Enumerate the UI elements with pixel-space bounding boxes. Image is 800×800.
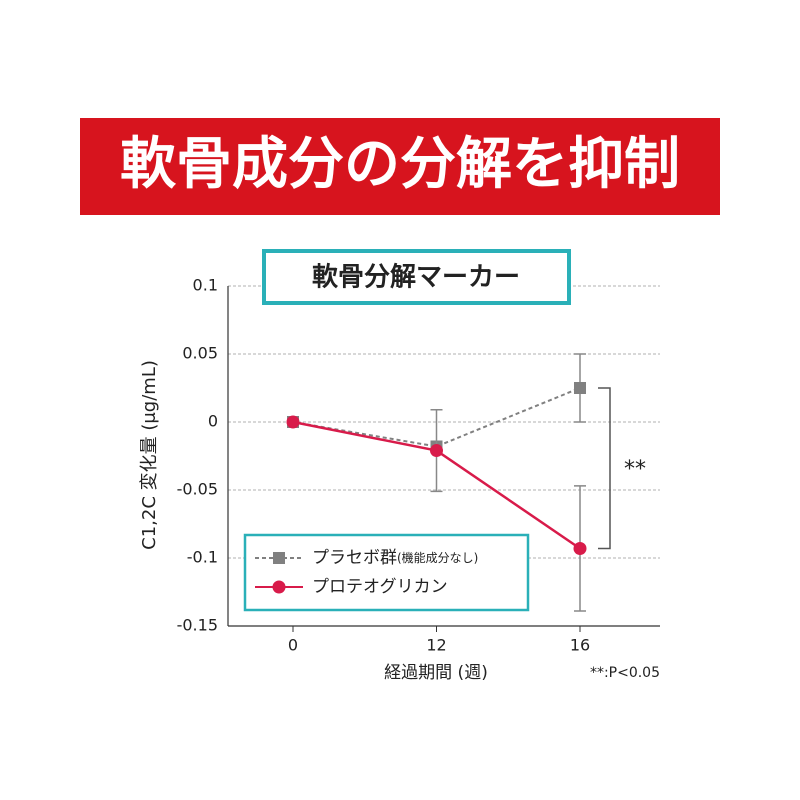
footnote: **:P<0.05 (590, 665, 660, 681)
y-tick-label: 0.1 (193, 276, 218, 295)
significance-bracket (598, 387, 611, 550)
legend-name: プロテオグリカン (312, 577, 448, 597)
significance-label: ** (624, 457, 646, 482)
legend-note: (機能成分なし) (397, 550, 478, 565)
marker (430, 444, 443, 458)
legend-box (243, 533, 530, 612)
x-tick-label: 12 (426, 636, 446, 655)
legend-marker (272, 580, 286, 594)
chart-title: 軟骨分解マーカー (312, 262, 520, 293)
legend-name: プラセボ群 (312, 548, 397, 568)
y-axis-label: C1,2C 変化量 (μg/mL) (139, 360, 160, 550)
banner (80, 118, 720, 215)
x-tick-label: 0 (288, 636, 298, 655)
y-tick-label: 0.05 (182, 344, 218, 363)
marker (573, 541, 587, 555)
x-axis-label: 経過期間 (週) (384, 663, 488, 683)
y-tick-label: 0 (208, 412, 218, 431)
y-tick-label: -0.15 (177, 616, 218, 635)
marker (286, 415, 300, 429)
marker (574, 382, 586, 394)
x-tick-label: 16 (570, 636, 590, 655)
banner-text: 軟骨成分の分解を抑制 (120, 132, 680, 197)
legend-marker (273, 552, 285, 564)
y-tick-label: -0.05 (177, 480, 218, 499)
y-tick-label: -0.1 (187, 548, 218, 567)
series-line (292, 387, 581, 448)
legend-label: プロテオグリカン (312, 577, 448, 597)
legend-label: プラセボ群(機能成分なし) (312, 548, 478, 568)
title-box (262, 249, 571, 305)
